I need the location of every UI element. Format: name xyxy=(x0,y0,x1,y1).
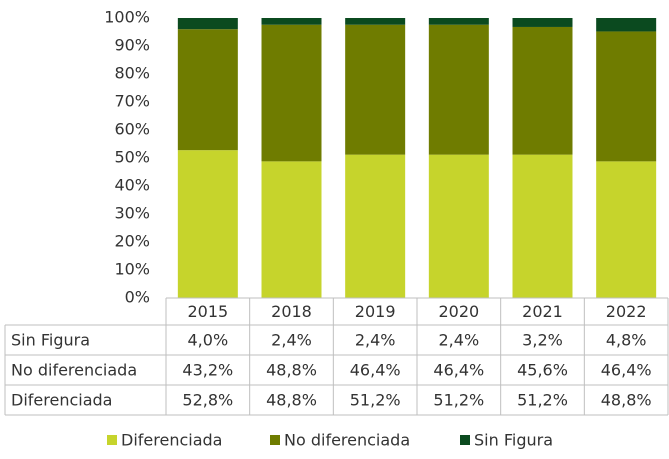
table-value: 2,4% xyxy=(271,331,312,350)
y-tick-label: 100% xyxy=(104,8,150,27)
x-tick-label: 2018 xyxy=(271,302,312,321)
y-tick-label: 10% xyxy=(114,260,150,279)
table-value: 48,8% xyxy=(266,361,317,380)
bar-segment xyxy=(596,18,657,32)
x-tick-label: 2020 xyxy=(438,302,479,321)
y-tick-label: 90% xyxy=(114,36,150,55)
table-value: 45,6% xyxy=(517,361,568,380)
bar-segment xyxy=(596,161,657,298)
bar-segment xyxy=(345,18,406,25)
table-value: 46,4% xyxy=(350,361,401,380)
table-value: 2,4% xyxy=(355,331,396,350)
y-tick-label: 50% xyxy=(114,148,150,167)
table-value: 51,2% xyxy=(350,391,401,410)
bar-segment xyxy=(177,18,238,30)
legend-label: Diferenciada xyxy=(121,431,222,450)
bar-segment xyxy=(345,154,406,298)
table-value: 51,2% xyxy=(517,391,568,410)
row-label: Sin Figura xyxy=(11,331,90,350)
bar-segment xyxy=(261,24,322,162)
legend-swatch xyxy=(107,435,117,445)
bar-segment xyxy=(428,24,489,155)
legend-label: No diferenciada xyxy=(284,431,410,450)
table-value: 52,8% xyxy=(182,391,233,410)
bar-segment xyxy=(512,18,573,27)
bar-segment xyxy=(428,154,489,298)
bar-segment xyxy=(512,154,573,298)
y-tick-label: 70% xyxy=(114,92,150,111)
y-tick-label: 80% xyxy=(114,64,150,83)
y-tick-label: 0% xyxy=(125,288,150,307)
bar-segment xyxy=(261,18,322,25)
x-tick-label: 2019 xyxy=(355,302,396,321)
bar-segment xyxy=(345,24,406,155)
table-value: 4,0% xyxy=(188,331,229,350)
bar-segment xyxy=(177,150,238,298)
legend-swatch xyxy=(460,435,470,445)
table-value: 43,2% xyxy=(182,361,233,380)
y-tick-label: 40% xyxy=(114,176,150,195)
table-value: 46,4% xyxy=(433,361,484,380)
y-tick-label: 20% xyxy=(114,232,150,251)
table-value: 3,2% xyxy=(522,331,563,350)
bar-segment xyxy=(512,26,573,155)
table-value: 48,8% xyxy=(266,391,317,410)
table-value: 46,4% xyxy=(601,361,652,380)
x-tick-label: 2021 xyxy=(522,302,563,321)
bar-segment xyxy=(596,31,657,162)
row-label: No diferenciada xyxy=(11,361,137,380)
table-value: 51,2% xyxy=(433,391,484,410)
table-value: 4,8% xyxy=(606,331,647,350)
row-label: Diferenciada xyxy=(11,391,112,410)
bar-segment xyxy=(261,161,322,298)
table-value: 2,4% xyxy=(439,331,480,350)
legend-label: Sin Figura xyxy=(474,431,553,450)
x-tick-label: 2022 xyxy=(606,302,647,321)
x-tick-label: 2015 xyxy=(187,302,228,321)
y-tick-label: 30% xyxy=(114,204,150,223)
y-tick-label: 60% xyxy=(114,120,150,139)
bar-segment xyxy=(177,29,238,151)
table-value: 48,8% xyxy=(601,391,652,410)
legend-swatch xyxy=(270,435,280,445)
bar-segment xyxy=(428,18,489,25)
